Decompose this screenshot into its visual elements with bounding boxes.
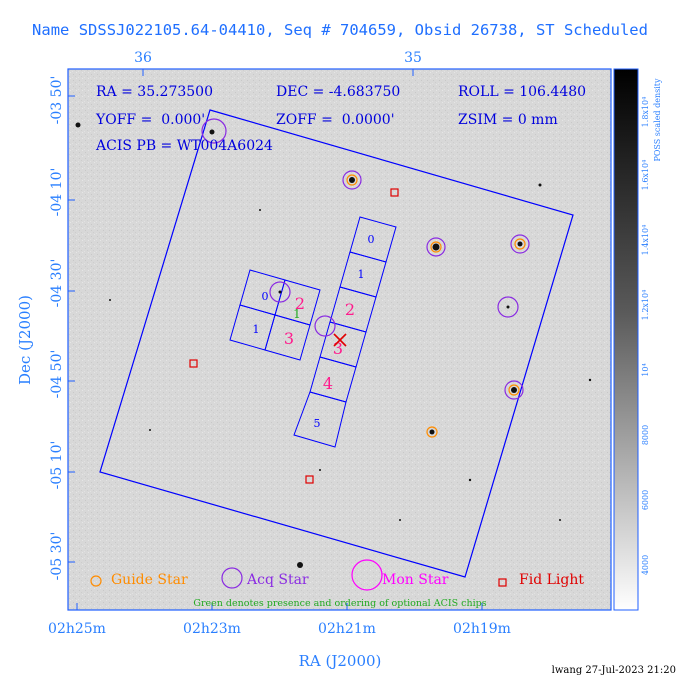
legend-guide-label: Guide Star — [111, 572, 188, 588]
acis-s-chip-5 — [293, 391, 347, 448]
guide-stars — [346, 174, 526, 438]
acis-s-label-2: 2 — [345, 300, 355, 319]
footer-stamp: lwang 27-Jul-2023 21:20 — [552, 665, 676, 676]
acis-s-label-1: 1 — [358, 268, 365, 281]
legend-acq-icon — [221, 567, 243, 589]
frame-ticks — [68, 69, 483, 610]
top-tick-36: 36 — [134, 50, 152, 66]
parameters-block: RA = 35.273500 DEC = -4.683750 ROLL = 10… — [95, 84, 586, 154]
colorbar-tick-4: 1.2x10⁴ — [641, 290, 650, 321]
colorbar-tick-3: 1.4x10⁴ — [641, 225, 650, 256]
param-ra: RA = 35.273500 — [96, 84, 213, 100]
legend-fid-icon — [498, 578, 507, 587]
param-acis-pb: ACIS PB = WT004A6024 — [95, 138, 273, 154]
param-zsim: ZSIM = 0 mm — [458, 112, 558, 128]
left-tick-6: -05 30' — [49, 532, 65, 581]
acis-i-array — [229, 269, 321, 361]
acis-s-label-4: 4 — [323, 374, 333, 393]
legend-mon-label: Mon Star — [382, 572, 449, 588]
colorbar-tick-5: 10⁴ — [641, 363, 650, 376]
acis-i-label-1: 1 — [253, 323, 260, 336]
x-axis-label: RA (J2000) — [299, 652, 382, 670]
acis-i-chip-3 — [264, 314, 311, 361]
legend-acq-label: Acq Star — [246, 572, 309, 588]
acis-s-label-3: 3 — [333, 339, 343, 358]
acis-i-label-3: 3 — [284, 329, 294, 348]
left-tick-2: -04 10' — [49, 168, 65, 217]
acq-stars — [201, 118, 530, 400]
left-tick-1: -03 50' — [49, 76, 65, 125]
aimpoint-marker — [333, 333, 347, 347]
colorbar-tick-8: 4000 — [641, 555, 650, 575]
acis-i-label-0: 0 — [262, 290, 269, 303]
colorbar-tick-2: 1.6x10⁴ — [641, 160, 650, 191]
catalog-stars — [278, 177, 523, 435]
legend: Guide Star Acq Star Mon Star Fid Light G… — [90, 559, 584, 609]
y-axis-label: Dec (J2000) — [16, 295, 34, 385]
bottom-tick-2: 02h23m — [183, 621, 241, 637]
colorbar — [613, 68, 639, 611]
left-tick-5: -05 10' — [49, 441, 65, 490]
optional-chip-marker: 1 — [293, 307, 301, 321]
legend-note: Green denotes presence and ordering of o… — [193, 598, 486, 609]
colorbar-tick-1: 1.8x10⁴ — [641, 97, 650, 128]
colorbar-label: POSS scaled density — [653, 78, 662, 162]
colorbar-ticks: 1.8x10⁴ 1.6x10⁴ 1.4x10⁴ 1.2x10⁴ 10⁴ 8000… — [641, 97, 650, 575]
field-of-view-outline — [99, 109, 574, 578]
param-zoff: ZOFF = 0.0000' — [276, 112, 395, 128]
colorbar-tick-6: 8000 — [641, 425, 650, 445]
bottom-tick-1: 02h25m — [48, 621, 106, 637]
left-tick-4: -04 50' — [49, 350, 65, 399]
param-dec: DEC = -4.683750 — [276, 84, 400, 100]
left-tick-3: -04 30' — [49, 259, 65, 308]
acis-s-label-0: 0 — [368, 233, 375, 246]
field-stars — [75, 122, 592, 568]
fid-lights — [189, 188, 399, 484]
legend-guide-icon — [90, 575, 102, 587]
bottom-tick-4: 02h19m — [453, 621, 511, 637]
acis-s-label-5: 5 — [314, 417, 321, 430]
param-yoff: YOFF = 0.000' — [95, 112, 205, 128]
bottom-tick-3: 02h21m — [318, 621, 376, 637]
plot-frame — [67, 68, 612, 611]
colorbar-tick-7: 6000 — [641, 490, 650, 510]
acis-s-array — [293, 216, 397, 448]
legend-mon-icon — [351, 559, 383, 591]
param-roll: ROLL = 106.4480 — [458, 84, 586, 100]
chart-title: Name SDSSJ022105.64-04410, Seq # 704659,… — [32, 21, 648, 39]
acis-i-label-2: 2 — [295, 294, 305, 313]
top-tick-35: 35 — [404, 50, 422, 66]
legend-fid-label: Fid Light — [519, 572, 584, 588]
